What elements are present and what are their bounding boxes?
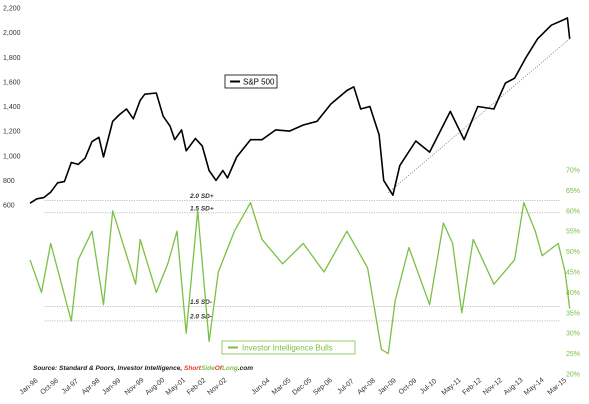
right-axis-ticks: 20% 25% 30% 35% 40% 45% 50% 55% 60% 65% 70% — [566, 168, 580, 379]
left-tick-label: 1,800 — [3, 55, 21, 62]
x-tick-label: Jul-07 — [336, 378, 355, 396]
x-tick-label: Nov-02 — [206, 377, 228, 397]
sp500-line — [29, 17, 571, 204]
right-tick-label: 35% — [566, 310, 580, 317]
x-tick-label: Jan-09 — [377, 377, 398, 396]
left-tick-label: 1,400 — [3, 104, 21, 111]
right-tick-label: 20% — [566, 372, 580, 379]
source-site-of: Of — [215, 365, 223, 372]
x-tick-label: Jan-96 — [19, 377, 40, 396]
left-tick-label: 600 — [3, 203, 15, 210]
bulls-line — [29, 201, 571, 355]
sd-label: 1.5 SD- — [190, 299, 212, 306]
legend-sp500-box — [224, 74, 278, 89]
legend-sp500-label: S&P 500 — [243, 78, 275, 87]
trendline — [388, 38, 570, 193]
right-tick-label: 65% — [566, 188, 580, 195]
right-tick-label: 50% — [566, 249, 580, 256]
legend-bulls: Investor Intelligence Bulls — [221, 340, 356, 355]
x-tick-label: Dec-05 — [291, 377, 313, 397]
right-tick-label: 55% — [566, 229, 580, 236]
source-site-long: Long — [222, 365, 238, 372]
source-note: Source: Standard & Poors, Investor Intel… — [33, 365, 253, 372]
sd-label: 2.0 SD+ — [189, 193, 214, 200]
legend-bulls-box — [221, 340, 356, 355]
left-tick-label: 800 — [3, 178, 15, 185]
right-tick-label: 60% — [566, 208, 580, 215]
x-tick-label: Jul-97 — [61, 378, 80, 396]
source-site-side: Side — [201, 365, 215, 372]
x-tick-label: Aug-13 — [503, 377, 525, 397]
left-tick-label: 2,200 — [3, 6, 21, 13]
right-tick-label: 30% — [566, 331, 580, 338]
left-tick-label: 1,600 — [3, 79, 21, 86]
x-tick-label: May-11 — [441, 377, 463, 397]
x-tick-label: Aug-00 — [144, 377, 166, 397]
sd-reference-lines: 2.0 SD+ 1.5 SD+ 1.5 SD- 2.0 SD- — [45, 193, 560, 322]
right-tick-label: 40% — [566, 290, 580, 297]
x-tick-label: Jun-04 — [251, 377, 272, 396]
x-tick-label: Feb-02 — [186, 377, 208, 397]
legend-sp500: S&P 500 — [224, 74, 278, 89]
left-tick-label: 1,000 — [3, 153, 21, 160]
x-tick-label: Nov-12 — [482, 377, 504, 397]
left-tick-label: 1,200 — [3, 129, 21, 136]
legend-bulls-label: Investor Intelligence Bulls — [242, 344, 333, 353]
left-axis-ticks: 600 800 1,000 1,200 1,400 1,600 1,800 2,000 2,20… — [3, 6, 21, 210]
x-tick-label: Apr-08 — [356, 377, 377, 396]
x-axis-ticks: Jan-96 Oct-96 Jul-97 Apr-98 Jan-99 Nov-99Aug-… — [19, 377, 568, 397]
right-tick-label: 45% — [566, 270, 580, 277]
right-tick-label: 25% — [566, 351, 580, 358]
x-tick-label: Nov-99 — [124, 377, 146, 397]
left-tick-label: 2,000 — [3, 30, 21, 37]
series-layer — [29, 17, 571, 355]
x-tick-label: Jul-10 — [419, 378, 438, 396]
x-tick-label: Oct-96 — [39, 377, 60, 396]
sd-label: 2.0 SD- — [189, 313, 212, 320]
right-tick-label: 70% — [566, 168, 580, 175]
x-tick-label: Oct-09 — [398, 377, 419, 396]
sd-label: 1.5 SD+ — [190, 205, 214, 212]
source-site-short: Short — [184, 365, 202, 372]
x-tick-label: Mar-15 — [547, 377, 569, 397]
x-tick-label: May-01 — [165, 377, 187, 397]
x-tick-label: May-14 — [523, 377, 545, 397]
source-prefix: Source: Standard & Poors, Investor Intel… — [33, 365, 184, 372]
x-tick-label: Mar-05 — [271, 377, 293, 397]
source-site-tld: .com — [238, 365, 253, 372]
x-tick-label: Sep-06 — [312, 377, 334, 397]
x-tick-label: Apr-98 — [81, 377, 102, 396]
x-tick-label: Feb-12 — [462, 377, 484, 397]
x-tick-label: Jan-99 — [101, 377, 122, 396]
